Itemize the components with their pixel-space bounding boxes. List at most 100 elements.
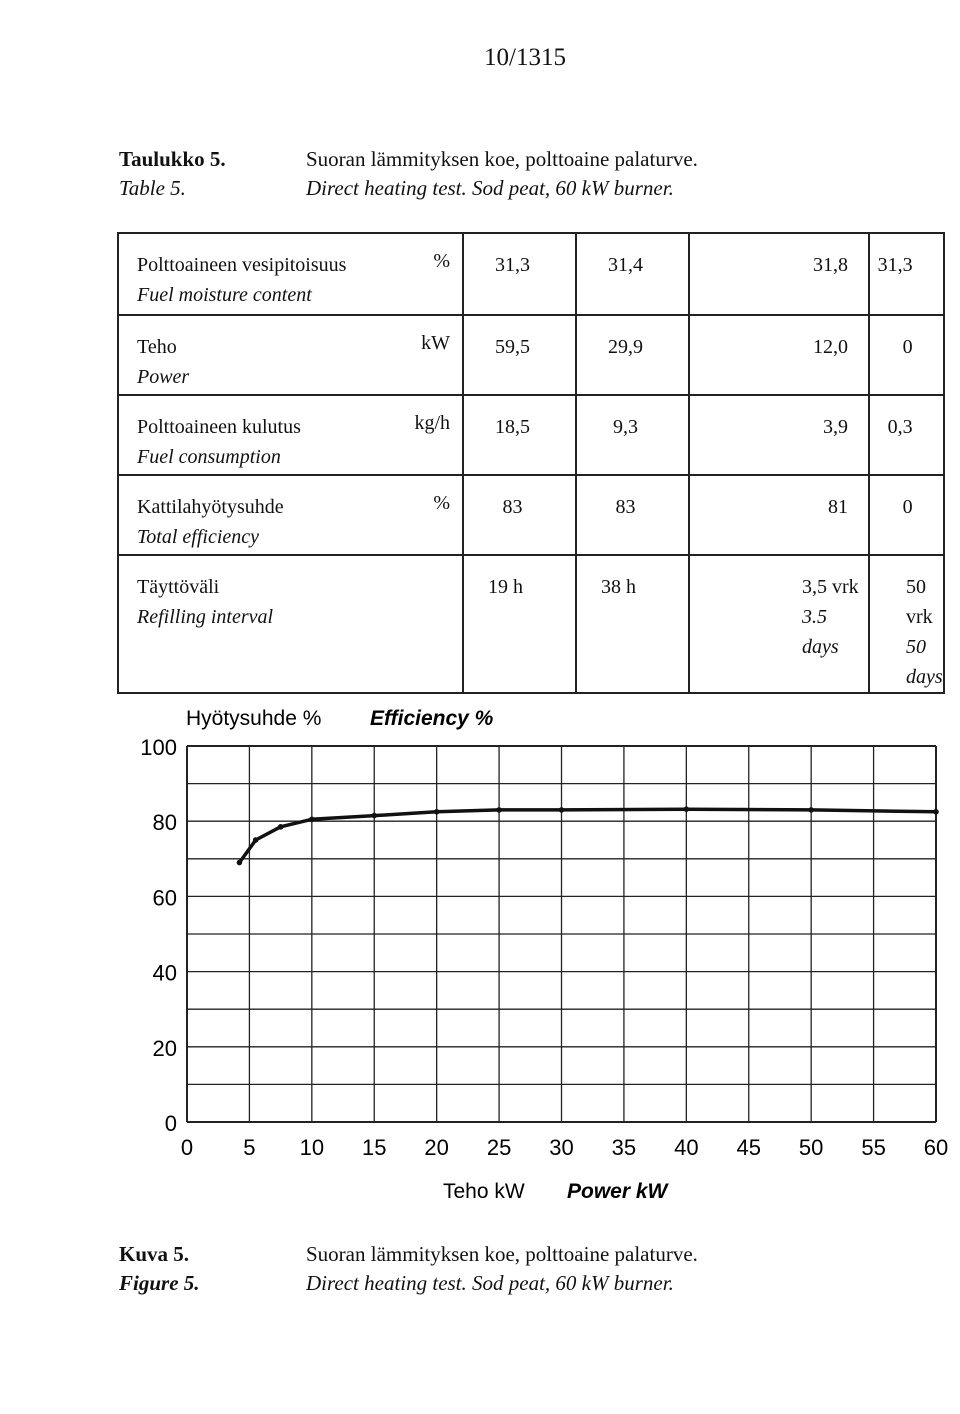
y-tick-label: 0 (165, 1111, 177, 1136)
parameter-name-fi: Polttoaineen kulutus (137, 416, 301, 438)
value-cell: 31,4 (576, 232, 690, 316)
parameter-name-en: Total efficiency (137, 526, 260, 548)
table-row: Täyttöväli Refilling interval 19 h 38 h 3,5 … (117, 554, 945, 694)
table-row: Teho Power kW 59,5 29,9 12,0 0 (117, 314, 945, 396)
x-tick-label: 20 (424, 1135, 448, 1160)
x-tick-label: 5 (243, 1135, 255, 1160)
efficiency-data-point (277, 824, 284, 830)
value-text: 0 (902, 496, 913, 518)
unit-label: kW (421, 332, 450, 354)
page-number: 10/1315 (484, 44, 566, 71)
efficiency-data-point (496, 807, 502, 813)
efficiency-data-point (236, 859, 243, 866)
x-tick-label: 60 (924, 1135, 948, 1160)
parameter-name-en: Refilling interval (137, 606, 274, 628)
unit-label (383, 556, 462, 572)
unit-label: % (433, 250, 450, 272)
chart-title-en: Efficiency % (370, 707, 494, 730)
parameter-name-en: Fuel consumption (137, 446, 281, 468)
table-caption-label-fi: Taulukko 5. (119, 147, 226, 171)
efficiency-data-point (808, 807, 814, 813)
row-parameter: Täyttöväli Refilling interval (117, 554, 383, 694)
value-cell: 0 (869, 314, 945, 396)
table-caption-text-fi: Suoran lämmityksen koe, polttoaine palat… (306, 147, 698, 171)
figure-caption-label-en: Figure 5. (119, 1271, 200, 1295)
value-cell: 9,3 (576, 394, 690, 476)
table-row: Kattilahyötysuhde Total efficiency% 83 83 81… (117, 474, 945, 556)
value-text: 18,5 (495, 416, 530, 438)
row-unit (383, 554, 464, 694)
value-text: 31,4 (608, 254, 643, 276)
x-axis-label-en: Power kW (567, 1180, 670, 1203)
row-unit: kW (383, 314, 464, 396)
row-parameter: Polttoaineen kulutus Fuel consumption (117, 394, 383, 476)
efficiency-data-point (683, 806, 690, 812)
efficiency-data-point (933, 809, 939, 815)
value-text-en: 3.5 days (802, 606, 839, 658)
row-unit: kg/h (383, 394, 464, 476)
value-text: 31,3 (877, 254, 913, 276)
value-cell: 3,5 vrk 3.5 days (689, 554, 870, 694)
value-text: 3,9 (823, 416, 848, 438)
value-text: 3,5 vrk (802, 576, 859, 598)
unit-label: % (433, 492, 450, 514)
x-tick-label: 30 (549, 1135, 573, 1160)
value-cell: 29,9 (576, 314, 690, 396)
value-text: 19 h (488, 576, 523, 598)
row-unit: % (383, 474, 464, 556)
efficiency-series-line (237, 807, 937, 864)
value-text: 81 (828, 496, 848, 518)
chart-title-fi: Hyötysuhde % (186, 707, 321, 730)
value-text-en: 50 days (906, 636, 943, 688)
value-text: 38 h (601, 576, 636, 598)
y-tick-label: 40 (153, 961, 177, 986)
parameter-name-fi: Teho (137, 336, 177, 358)
value-cell: 83 (463, 474, 577, 556)
value-text: 0,3 (887, 416, 913, 438)
x-axis-label-fi: Teho kW (443, 1180, 525, 1203)
value-text: 83 (615, 496, 636, 518)
value-text: 83 (502, 496, 523, 518)
value-text: 31,8 (813, 254, 848, 276)
value-text: 50 vrk (906, 576, 933, 628)
value-cell: 18,5 (463, 394, 577, 476)
x-tick-label: 45 (737, 1135, 761, 1160)
value-cell: 0 (869, 474, 945, 556)
row-parameter: Teho Power (117, 314, 383, 396)
figure-caption-label-fi: Kuva 5. (119, 1242, 190, 1266)
table-row: Polttoaineen vesipitoisuus Fuel moisture … (117, 232, 945, 316)
value-cell: 0,3 (869, 394, 945, 476)
y-tick-label: 100 (140, 735, 177, 760)
value-cell: 12,0 (689, 314, 870, 396)
value-cell: 83 (576, 474, 690, 556)
x-tick-label: 25 (487, 1135, 511, 1160)
parameter-name-en: Fuel moisture content (137, 284, 312, 306)
value-cell: 50 vrk 50 days (869, 554, 945, 694)
efficiency-data-point (309, 816, 315, 823)
x-tick-label: 40 (674, 1135, 698, 1160)
efficiency-data-point (371, 812, 378, 819)
y-tick-label: 80 (153, 810, 177, 835)
results-table: Polttoaineen vesipitoisuus Fuel moisture … (117, 232, 945, 694)
value-text: 0 (902, 336, 913, 358)
parameter-name-fi: Täyttöväli (137, 576, 220, 598)
table-caption-label-en: Table 5. (119, 176, 186, 200)
value-cell: 38 h (576, 554, 690, 694)
efficiency-chart: 0 20 40 60 80 100 0 5 10 15 20 25 30 35 40 45 50 55 60 Hyöt… (140, 707, 948, 1203)
efficiency-data-point (433, 809, 440, 815)
figure-caption-text-fi: Suoran lämmityksen koe, polttoaine palat… (306, 1242, 698, 1266)
figure-caption-text-en: Direct heating test. Sod peat, 60 kW bur… (306, 1271, 674, 1295)
value-text: 12,0 (813, 336, 848, 358)
table-row: Polttoaineen kulutus Fuel consumption kg/h… (117, 394, 945, 476)
value-cell: 31,3 (869, 232, 945, 316)
x-tick-label: 15 (362, 1135, 386, 1160)
row-parameter: Polttoaineen vesipitoisuus Fuel moisture … (117, 232, 383, 316)
value-cell: 31,3 (463, 232, 577, 316)
x-tick-label: 10 (300, 1135, 324, 1160)
value-text: 31,3 (495, 254, 530, 276)
value-cell: 19 h (463, 554, 577, 694)
parameter-name-fi: Polttoaineen vesipitoisuus (137, 254, 347, 276)
value-text: 29,9 (608, 336, 643, 358)
table-caption-text-en: Direct heating test. Sod peat, 60 kW bur… (306, 176, 674, 200)
row-parameter: Kattilahyötysuhde Total efficiency (117, 474, 383, 556)
